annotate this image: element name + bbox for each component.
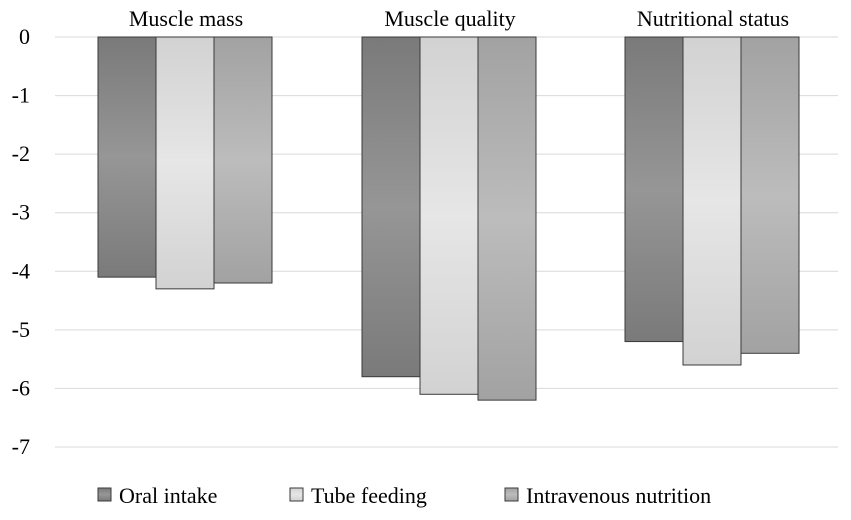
category-label-muscle-quality: Muscle quality bbox=[384, 6, 515, 31]
bar-intravenous-nutrition-muscle-quality bbox=[477, 36, 537, 401]
category-labels: Muscle mass Muscle quality Nutritional s… bbox=[129, 6, 789, 31]
y-tick-label: -1 bbox=[12, 83, 30, 108]
legend-label-tube-feeding: Tube feeding bbox=[311, 483, 427, 508]
bar-tube-feeding-muscle-quality bbox=[419, 36, 479, 395]
y-tick-label: -7 bbox=[12, 434, 30, 459]
legend-label-intravenous-nutrition: Intravenous nutrition bbox=[526, 483, 711, 508]
y-tick-label: -5 bbox=[12, 317, 30, 342]
bar-tube-feeding-muscle-mass bbox=[155, 36, 215, 290]
category-label-nutritional-status: Nutritional status bbox=[637, 6, 789, 31]
bar-tube-feeding-nutritional-status bbox=[682, 36, 742, 366]
legend-swatch-intravenous-nutrition bbox=[504, 487, 519, 502]
bar-intravenous-nutrition-nutritional-status bbox=[740, 36, 800, 354]
y-tick-label: -3 bbox=[12, 200, 30, 225]
y-axis: 0 -1 -2 -3 -4 -5 -6 -7 bbox=[12, 24, 30, 459]
legend: Oral intake Tube feeding Intravenous nut… bbox=[97, 483, 711, 508]
bars bbox=[97, 36, 800, 401]
legend-swatch-tube-feeding bbox=[289, 487, 304, 502]
bar-oral-intake-muscle-quality bbox=[361, 36, 421, 378]
bar-oral-intake-nutritional-status bbox=[624, 36, 684, 343]
y-tick-label: -4 bbox=[12, 258, 30, 283]
y-tick-label: 0 bbox=[19, 24, 30, 49]
category-label-muscle-mass: Muscle mass bbox=[129, 6, 243, 31]
legend-swatch-oral-intake bbox=[97, 487, 112, 502]
y-tick-label: -6 bbox=[12, 375, 30, 400]
bar-intravenous-nutrition-muscle-mass bbox=[213, 36, 273, 284]
legend-label-oral-intake: Oral intake bbox=[119, 483, 217, 508]
y-tick-label: -2 bbox=[12, 141, 30, 166]
bar-oral-intake-muscle-mass bbox=[97, 36, 157, 278]
